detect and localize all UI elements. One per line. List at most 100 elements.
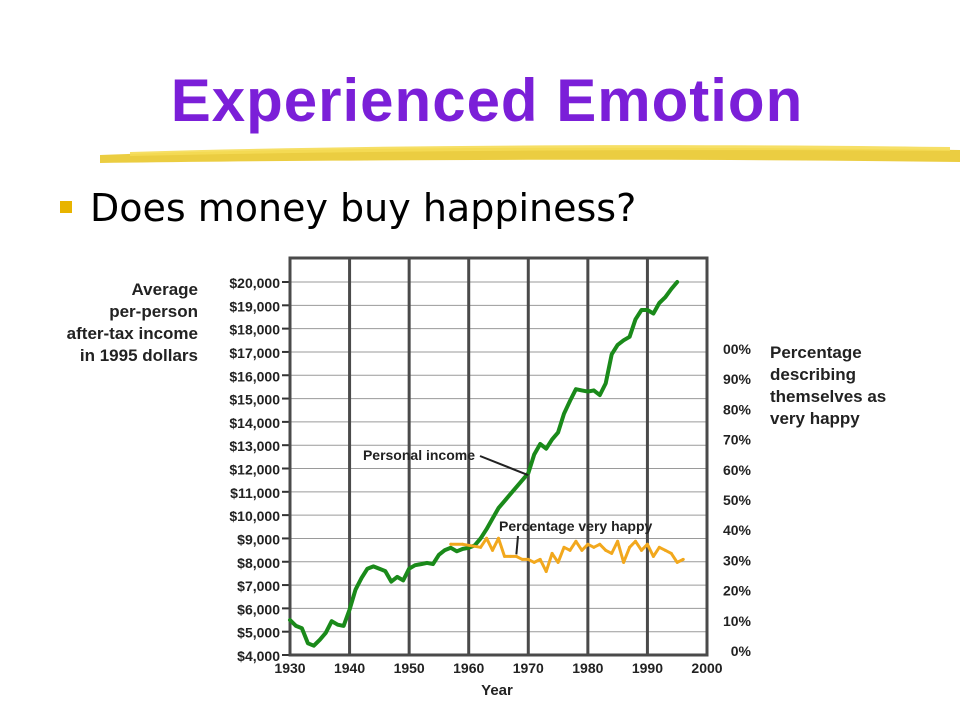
happiness-data-point (562, 545, 566, 549)
income-data-point (663, 295, 667, 299)
happiness-data-point (628, 545, 632, 549)
income-data-point (616, 343, 620, 347)
happiness-data-point (514, 554, 518, 558)
y-left-tick-label: $10,000 (229, 508, 280, 524)
income-data-point (443, 548, 447, 552)
income-data-point (502, 499, 506, 503)
income-data-point (395, 575, 399, 579)
income-data-point (669, 287, 673, 291)
y-right-tick-label: 20% (723, 583, 752, 599)
happiness-data-point (604, 548, 608, 552)
left-axis-title-line: in 1995 dollars (79, 346, 198, 365)
y-left-tick-label: $9,000 (237, 531, 280, 547)
happiness-data-point (485, 536, 489, 540)
income-data-point (550, 437, 554, 441)
y-left-tick-label: $19,000 (229, 298, 280, 314)
happiness-data-point (639, 548, 643, 552)
income-data-point (497, 506, 500, 510)
income-data-point (461, 547, 465, 551)
annotation-pointer-income (479, 455, 529, 477)
happiness-data-point (538, 557, 542, 561)
y-right-tick-label: 50% (723, 492, 752, 508)
happiness-data-point (526, 557, 530, 561)
happiness-data-point (580, 548, 584, 552)
income-data-point (348, 608, 352, 612)
y-right-tick-label: 70% (723, 432, 752, 448)
income-data-point (383, 569, 387, 573)
y-left-tick-label: $11,000 (230, 485, 280, 501)
happiness-data-point (681, 557, 685, 561)
annotation-percentage-very-happy: Percentage very happy (499, 518, 653, 534)
income-data-point (514, 485, 518, 489)
happiness-data-point (598, 542, 602, 546)
happiness-data-point (508, 554, 512, 558)
right-axis-title-line: describing (770, 365, 856, 384)
x-tick-label: 1990 (632, 660, 663, 676)
income-data-point (389, 580, 393, 584)
happiness-data-point (663, 548, 667, 552)
y-left-tick-label: $20,000 (229, 275, 280, 291)
y-left-tick-label: $8,000 (237, 555, 280, 571)
income-data-point (300, 626, 304, 630)
y-right-tick-label: 40% (723, 522, 752, 538)
happiness-data-point (550, 551, 554, 555)
happiness-data-point (592, 545, 596, 549)
happiness-data-point (502, 554, 506, 558)
left-axis-title: Average per-person after-tax income in 1995… (30, 279, 198, 367)
income-data-point (651, 311, 655, 315)
income-data-point (306, 641, 310, 645)
income-series-line (288, 280, 680, 648)
y-left-tick-label: $15,000 (229, 392, 280, 408)
income-data-point (675, 280, 679, 284)
income-data-point (479, 536, 483, 540)
right-axis-title-line: Percentage (770, 343, 862, 362)
plot-frame (288, 256, 709, 657)
income-data-point (580, 388, 584, 392)
income-data-point (544, 447, 548, 451)
x-tick-label: 1970 (513, 660, 544, 676)
income-data-point (645, 308, 649, 312)
annotation-personal-income: Personal income (363, 447, 475, 463)
y-right-tick-label: 30% (723, 552, 752, 568)
income-data-point (538, 442, 542, 446)
y-left-tick-label: $5,000 (237, 625, 280, 641)
happiness-data-point (574, 539, 578, 543)
income-data-point (336, 623, 340, 627)
happiness-data-point (544, 569, 548, 573)
y-right-tick-label: 0% (731, 643, 752, 659)
x-axis-title: Year (481, 682, 513, 699)
x-tick-label: 1940 (334, 660, 365, 676)
income-data-point (604, 381, 608, 385)
income-data-point (354, 588, 358, 592)
income-data-point (628, 335, 632, 339)
income-data-point (312, 644, 316, 648)
happiness-data-point (610, 551, 614, 555)
income-data-point (288, 618, 292, 622)
income-data-point (657, 301, 661, 305)
x-tick-label: 1950 (394, 660, 425, 676)
income-data-point (437, 553, 441, 557)
happiness-data-point (645, 542, 649, 546)
income-data-point (532, 453, 536, 457)
x-tick-label: 2000 (691, 660, 722, 676)
y-left-tick-label: $18,000 (229, 322, 280, 338)
income-data-point (467, 546, 471, 550)
x-tick-label: 1980 (572, 660, 603, 676)
y-left-tick-label: $13,000 (229, 438, 280, 454)
y-right-tick-label: 00% (723, 341, 752, 357)
income-data-point (324, 631, 328, 635)
happiness-data-point (568, 548, 572, 552)
happiness-data-point (586, 542, 590, 546)
income-data-point (294, 624, 298, 628)
happiness-data-point (497, 536, 500, 540)
happiness-data-point (634, 539, 638, 543)
right-axis-title-line: very happy (770, 409, 860, 428)
x-tick-label: 1930 (274, 660, 305, 676)
income-data-point (610, 352, 614, 356)
happiness-data-point (616, 539, 620, 543)
income-data-point (485, 527, 489, 531)
income-data-point (508, 492, 512, 496)
right-axis-title-line: themselves as (770, 387, 887, 406)
y-left-tick-label: $14,000 (229, 415, 280, 431)
